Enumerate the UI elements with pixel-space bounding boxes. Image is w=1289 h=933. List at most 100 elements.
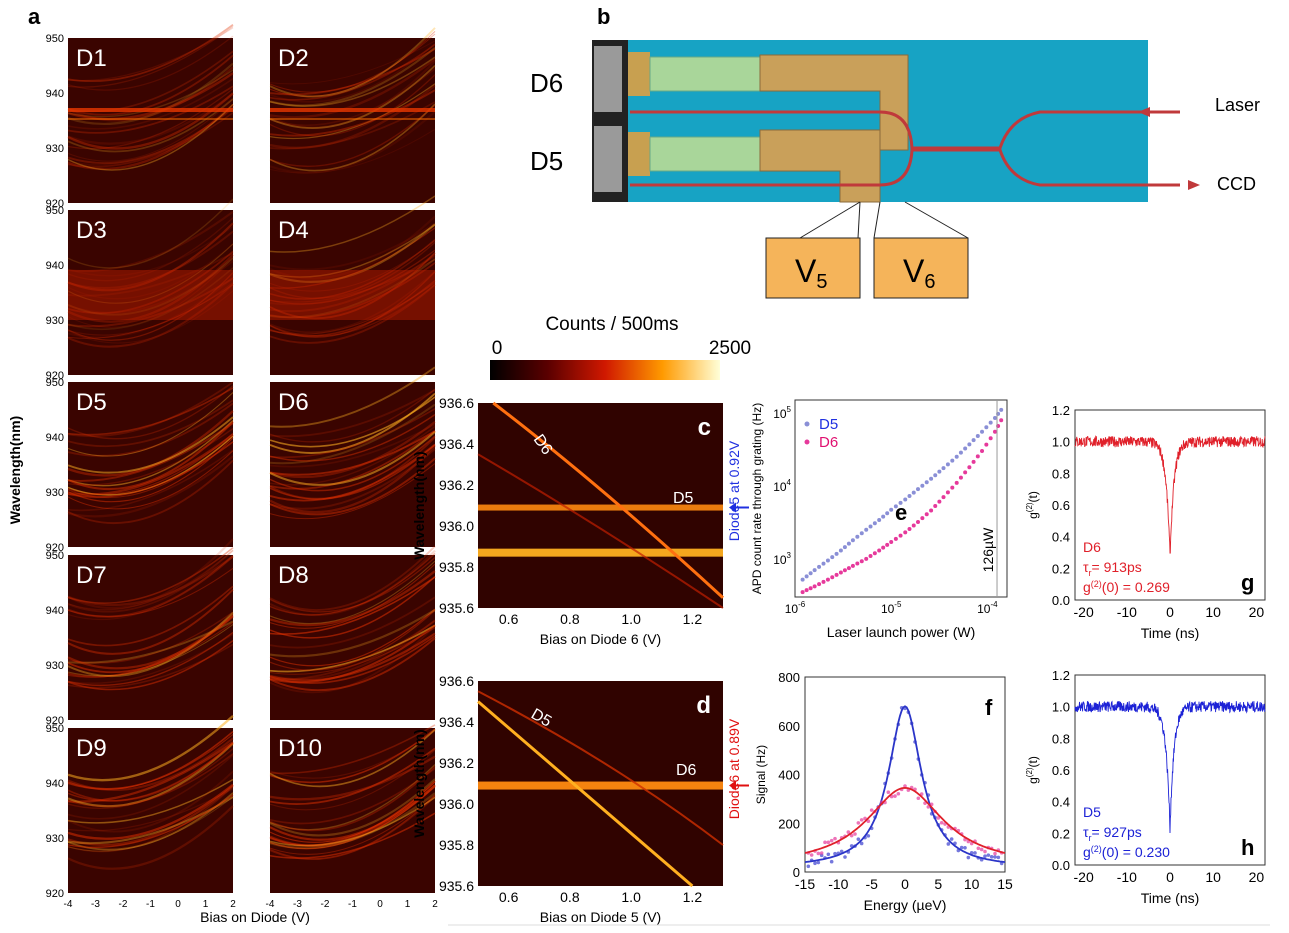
panel-c-ylabel: Wavelength(nm) [411, 451, 427, 559]
heatmap-streak [67, 23, 234, 83]
e-point-d6 [999, 418, 1004, 423]
label-ccd: CCD [1217, 174, 1256, 194]
heatmap-streak [67, 748, 234, 809]
heatmap-streak [67, 778, 234, 824]
c-curve-faint [477, 453, 724, 609]
f-point-0 [993, 855, 997, 859]
heatmap-streak [67, 633, 234, 684]
e-point-d6 [808, 586, 813, 591]
heatmap-streak [67, 276, 234, 339]
heatmap-streak [67, 290, 234, 344]
heatmap-streak [269, 795, 436, 861]
f-ytick: 0 [793, 865, 800, 880]
heatmap-streak [269, 463, 436, 520]
e-point-d5 [911, 490, 916, 495]
heatmap-streak [269, 729, 436, 788]
panel-g-ylabel: g(2)(t) [1025, 491, 1040, 519]
panel-d: 936.6 936.4 936.2 936.0 935.8 935.6 0.6 0.8 1.0 1… [411, 673, 749, 925]
panel-d-ytick: 936.2 [439, 755, 474, 771]
heatmap-streak [269, 625, 436, 694]
diode-label-d9: D9 [76, 735, 107, 762]
e-point-d6 [881, 545, 886, 550]
panel-g-ytick: 1.2 [1052, 403, 1070, 418]
e-point-d6 [920, 516, 925, 521]
heatmap-streak [269, 388, 436, 443]
heatmap-streak [269, 812, 436, 859]
f-xtick: 0 [901, 876, 909, 892]
heatmap-streak [67, 112, 234, 168]
heatmap-streak [269, 396, 436, 448]
e-point-d6 [821, 579, 826, 584]
e-point-d5 [821, 561, 826, 566]
f-point-0 [843, 855, 847, 859]
heatmap-streak [269, 420, 436, 479]
a-xtick: -1 [146, 899, 155, 910]
heatmap-streak [67, 643, 234, 689]
f-point-1 [916, 796, 921, 801]
panel-c-letter: c [698, 414, 711, 441]
f-point-0 [983, 854, 987, 858]
e-point-d5 [868, 524, 873, 529]
heatmap-streak [269, 128, 436, 174]
heatmap-streak [269, 728, 436, 784]
heatmap-streak [269, 101, 436, 150]
heatmap-streak [269, 195, 436, 253]
f-letter: f [985, 695, 993, 720]
heatmap-line [68, 108, 233, 112]
heatmap-streak [67, 770, 234, 833]
heatmap-streak [67, 85, 234, 134]
a-ytick: 950 [46, 205, 64, 217]
f-point-0 [963, 845, 967, 850]
diode-label-d4: D4 [278, 217, 309, 244]
heatmap-streak [67, 796, 234, 852]
e-point-d5 [958, 450, 963, 455]
label-laser: Laser [1215, 95, 1260, 115]
heatmap-streak [269, 223, 436, 283]
heatmap-streak [269, 780, 436, 847]
heatmap-streak [269, 47, 436, 107]
heatmap-streak [67, 72, 234, 121]
heatmap-streak [269, 65, 436, 129]
e-legend-marker-d5 [804, 421, 810, 427]
f-point-1 [816, 851, 821, 856]
f-point-0 [986, 853, 991, 857]
a-xtick: 1 [203, 899, 209, 910]
heatmap-streak [269, 366, 436, 428]
e-point-d5 [893, 504, 898, 509]
heatmap-streak [269, 724, 436, 775]
a-ytick: 930 [46, 487, 64, 499]
f-point-0 [856, 837, 861, 841]
e-point-d5 [950, 458, 955, 463]
e-point-d5 [967, 442, 972, 447]
heatmap-streak [67, 450, 234, 510]
f-ytick: 600 [778, 719, 800, 734]
panel-h-xtick: 20 [1249, 869, 1265, 885]
e-point-d5 [945, 462, 950, 467]
e-point-d6 [988, 436, 993, 441]
heatmap-streak [269, 74, 436, 137]
heatmap-streak [269, 443, 436, 502]
e-point-d5 [850, 538, 855, 543]
heatmap-streak [269, 619, 436, 680]
e-point-d6 [950, 485, 955, 490]
f-point-1 [976, 846, 981, 851]
heatmap-streak [269, 749, 436, 811]
d5-waveguide-region [649, 136, 761, 172]
a-ytick: 950 [46, 723, 64, 735]
heatmap-streak [269, 545, 436, 611]
e-point-d5 [838, 548, 843, 553]
e-point-d6 [817, 582, 822, 587]
heatmap-streak [269, 635, 436, 684]
heatmap-streak [67, 612, 234, 678]
panel-g-tau: τr= 913ps [1083, 559, 1142, 578]
f-point-1 [869, 808, 874, 812]
panel-g-ytick: 0.8 [1052, 466, 1070, 481]
e-point-d5 [825, 558, 830, 563]
heatmap-streak [67, 784, 234, 846]
heatmap-streak [269, 239, 436, 300]
panel-d-ytick: 935.8 [439, 837, 474, 853]
e-point-d5 [920, 483, 925, 488]
panel-h-ytick: 1.0 [1052, 700, 1070, 715]
panel-c-ytick: 936.0 [439, 518, 474, 534]
heatmap-streak [269, 252, 436, 320]
